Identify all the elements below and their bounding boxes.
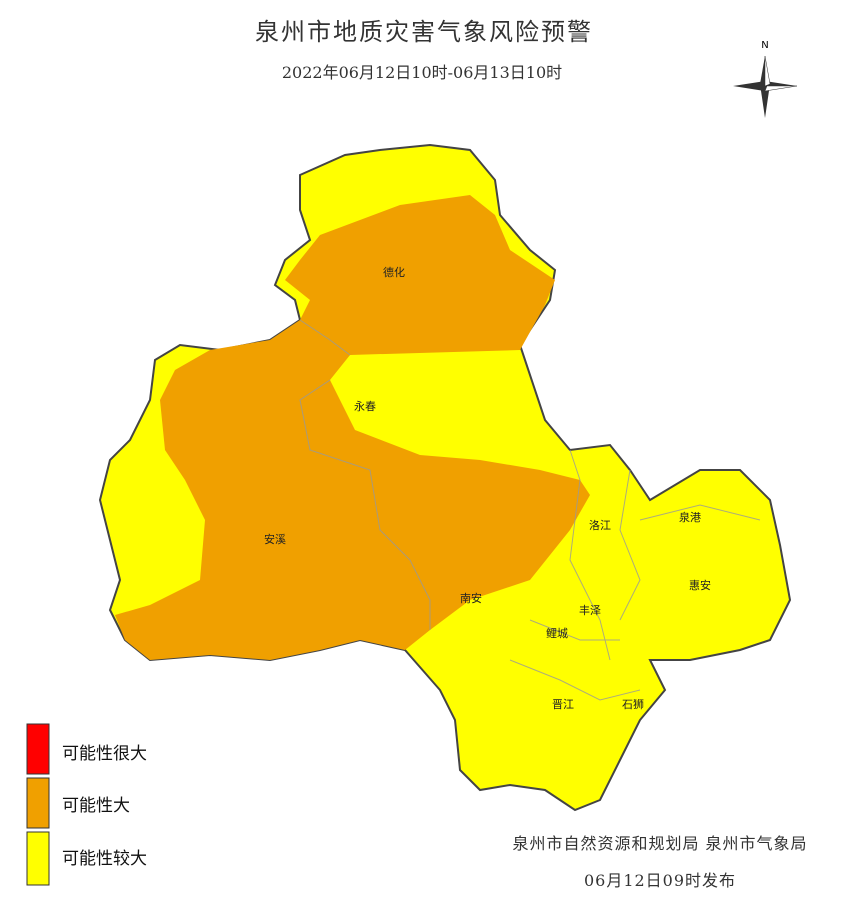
region-label: 晋江 — [552, 698, 574, 711]
legend-label: 可能性较大 — [62, 849, 147, 869]
orange-zone — [115, 195, 590, 660]
issue-time: 06月12日09时发布 — [584, 871, 736, 890]
region-label: 永春 — [354, 399, 376, 413]
legend-swatch — [26, 831, 50, 886]
compass: N — [733, 40, 798, 118]
issuer: 泉州市自然资源和规划局 泉州市气象局 — [512, 834, 807, 853]
legend-swatch — [26, 777, 50, 829]
region-label: 丰泽 — [579, 604, 601, 617]
region-label: 石狮 — [622, 698, 644, 711]
region-label: 德化 — [383, 265, 405, 279]
county-borders — [299, 319, 761, 701]
region-label: 鲤城 — [546, 626, 568, 640]
title: 泉州市地质灾害气象风险预警 — [255, 18, 593, 46]
region-labels: 德化 永春 安溪 南安 洛江 泉港 惠安 丰泽 鲤城 晋江 石狮 — [264, 265, 711, 711]
legend-swatch — [26, 723, 50, 775]
region-label: 惠安 — [689, 578, 711, 592]
region-label: 安溪 — [264, 532, 286, 546]
region-label: 泉港 — [679, 510, 701, 524]
subtitle: 2022年06月12日10时-06月13日10时 — [282, 63, 562, 82]
legend: 可能性很大 可能性大 可能性较大 — [26, 723, 147, 886]
legend-label: 可能性很大 — [62, 744, 147, 764]
risk-map — [98, 143, 792, 812]
region-label: 南安 — [460, 591, 482, 605]
legend-label: 可能性大 — [62, 796, 130, 816]
region-label: 洛江 — [589, 518, 611, 532]
compass-label: N — [761, 40, 768, 51]
